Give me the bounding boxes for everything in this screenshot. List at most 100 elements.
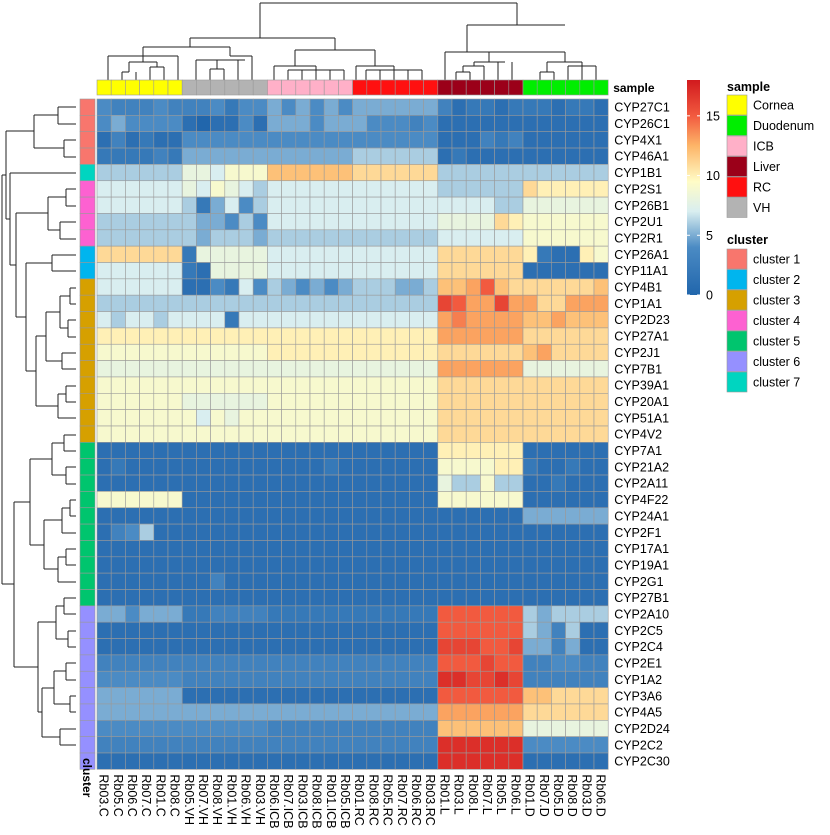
- heatmap-cell: [309, 98, 325, 116]
- heatmap-cell: [565, 360, 581, 378]
- heatmap-cell: [593, 442, 609, 460]
- heatmap-cell: [352, 474, 368, 492]
- heatmap-cell: [295, 245, 311, 263]
- heatmap-cell: [579, 180, 595, 198]
- heatmap-cell: [579, 245, 595, 263]
- heatmap-cell: [125, 262, 140, 280]
- heatmap-cell: [153, 687, 169, 705]
- heatmap-cell: [409, 196, 424, 214]
- heatmap-cell: [309, 196, 325, 214]
- heatmap-cell: [139, 115, 155, 132]
- heatmap-cell: [96, 425, 112, 443]
- heatmap-cell: [536, 654, 552, 672]
- heatmap-cell: [323, 687, 339, 705]
- heatmap-cell: [551, 736, 566, 754]
- heatmap-cell: [323, 115, 339, 132]
- sample-annotation-cell: [394, 79, 410, 96]
- heatmap-cell: [593, 523, 609, 541]
- heatmap-cell: [210, 605, 226, 623]
- heatmap-cell: [565, 474, 581, 492]
- heatmap-cell: [409, 572, 424, 590]
- heatmap-cell: [480, 164, 495, 182]
- heatmap-cell: [522, 262, 538, 280]
- heatmap-cell: [380, 164, 396, 182]
- heatmap-cell: [423, 752, 439, 770]
- heatmap-cell: [252, 654, 268, 672]
- heatmap-cell: [153, 474, 169, 492]
- heatmap-cell: [352, 360, 368, 378]
- sample-annotation-cell: [167, 79, 183, 96]
- heatmap-cell: [551, 719, 566, 737]
- heatmap-cell: [125, 687, 140, 705]
- heatmap-cell: [267, 572, 282, 590]
- heatmap-cell: [480, 670, 495, 688]
- heatmap-cell: [252, 703, 268, 721]
- heatmap-cell: [380, 589, 396, 607]
- heatmap-cell: [210, 703, 226, 721]
- heatmap-cell: [480, 523, 495, 541]
- cluster-annotation-cell: [79, 442, 96, 460]
- heatmap-cell: [536, 392, 552, 410]
- heatmap-cell: [267, 376, 282, 394]
- heatmap-cell: [522, 376, 538, 394]
- cluster-annotation-cell: [79, 147, 96, 165]
- heatmap-cell: [281, 458, 297, 476]
- sample-legend-label: VH: [753, 201, 770, 215]
- heatmap-cell: [323, 360, 339, 378]
- heatmap-cell: [281, 196, 297, 214]
- heatmap-cell: [508, 343, 524, 361]
- heatmap-cell: [409, 311, 424, 329]
- heatmap-cell: [139, 621, 155, 639]
- heatmap-cell: [565, 540, 581, 558]
- heatmap-cell: [125, 752, 140, 770]
- cluster-legend-label: cluster 2: [753, 273, 800, 287]
- heatmap-cell: [196, 360, 211, 378]
- heatmap-cell: [96, 196, 112, 214]
- heatmap-cell: [465, 98, 481, 116]
- heatmap-cell: [238, 343, 254, 361]
- heatmap-cell: [139, 572, 155, 590]
- heatmap-cell: [423, 311, 439, 329]
- column-label: Rb07.C: [139, 774, 153, 816]
- heatmap-cell: [551, 343, 566, 361]
- color-scale-bar: [687, 80, 700, 295]
- row-label: CYP2C30: [614, 755, 670, 769]
- heatmap-cell: [366, 458, 382, 476]
- heatmap-cell: [593, 736, 609, 754]
- heatmap-cell: [352, 147, 368, 165]
- heatmap-cell: [96, 131, 112, 149]
- heatmap-cell: [238, 474, 254, 492]
- heatmap-cell: [309, 458, 325, 476]
- heatmap-cell: [295, 491, 311, 509]
- heatmap-cell: [267, 262, 282, 280]
- heatmap-cell: [565, 638, 581, 656]
- heatmap-cell: [167, 572, 183, 590]
- heatmap-cell: [480, 196, 495, 214]
- heatmap-cell: [480, 589, 495, 607]
- heatmap-cell: [423, 540, 439, 558]
- heatmap-cell: [267, 245, 282, 263]
- heatmap-cell: [551, 229, 566, 247]
- heatmap-cell: [352, 638, 368, 656]
- heatmap-cell: [593, 327, 609, 345]
- heatmap-cell: [295, 507, 311, 525]
- heatmap-cell: [238, 392, 254, 410]
- heatmap-cell: [366, 621, 382, 639]
- heatmap-cell: [565, 213, 581, 231]
- heatmap-cell: [394, 327, 410, 345]
- heatmap-cell: [181, 572, 197, 590]
- heatmap-cell: [252, 327, 268, 345]
- heatmap-cell: [338, 670, 353, 688]
- heatmap-cell: [480, 278, 495, 296]
- heatmap-cell: [536, 409, 552, 427]
- heatmap-cell: [366, 736, 382, 754]
- heatmap-cell: [153, 458, 169, 476]
- heatmap-cell: [281, 245, 297, 263]
- heatmap-cell: [494, 572, 510, 590]
- heatmap-cell: [238, 752, 254, 770]
- heatmap-cell: [196, 147, 211, 165]
- heatmap-cell: [210, 245, 226, 263]
- heatmap-cell: [267, 752, 282, 770]
- heatmap-cell: [437, 442, 453, 460]
